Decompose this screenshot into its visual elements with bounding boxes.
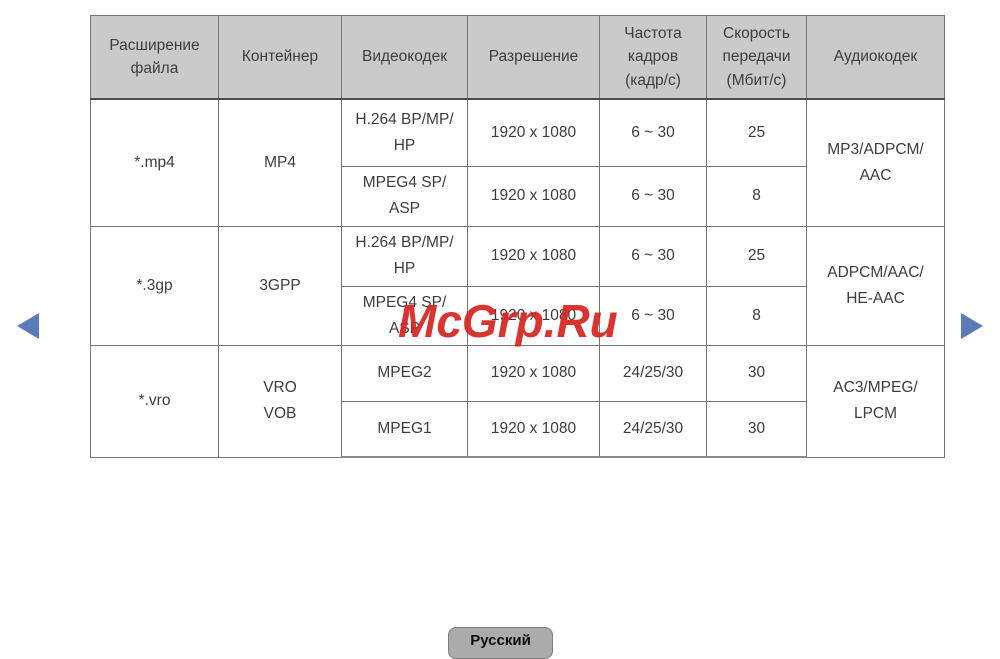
cell-resolution: 1920 x 1080 bbox=[467, 344, 600, 402]
cell-resolution: 1920 x 1080 bbox=[467, 285, 600, 346]
cell-video-codec: MPEG4 SP/ ASP bbox=[341, 285, 468, 346]
cell-audio-codec: ADPCM/AAC/ HE-AAC bbox=[806, 225, 945, 346]
cell-bit-rate: 30 bbox=[706, 344, 807, 402]
right-arrow-icon bbox=[961, 313, 983, 339]
cell-resolution: 1920 x 1080 bbox=[467, 98, 600, 167]
next-page-button[interactable] bbox=[952, 306, 992, 346]
column-header-extension: Расширение файла bbox=[90, 15, 219, 100]
column-header-audio-codec: Аудиокодек bbox=[806, 15, 945, 100]
table-row: *.vro VRO VOB MPEG2 1920 x 1080 24/25/30… bbox=[90, 344, 945, 458]
cell-video-codec: MPEG1 bbox=[341, 400, 468, 458]
cell-extension: *.3gp bbox=[90, 225, 219, 346]
cell-resolution: 1920 x 1080 bbox=[467, 225, 600, 287]
cell-bit-rate: 25 bbox=[706, 98, 807, 167]
column-header-container: Контейнер bbox=[218, 15, 342, 100]
cell-video-codec: MPEG4 SP/ ASP bbox=[341, 165, 468, 227]
cell-bit-rate: 30 bbox=[706, 400, 807, 458]
cell-audio-codec: AC3/MPEG/ LPCM bbox=[806, 344, 945, 458]
cell-frame-rate: 6 ~ 30 bbox=[599, 98, 707, 167]
prev-page-button[interactable] bbox=[8, 306, 48, 346]
table-row: *.3gp 3GPP H.264 BP/MP/ HP 1920 x 1080 6… bbox=[90, 225, 945, 346]
column-header-bit-rate: Скорость передачи (Мбит/с) bbox=[706, 15, 807, 100]
cell-frame-rate: 6 ~ 30 bbox=[599, 285, 707, 346]
cell-video-codec: H.264 BP/MP/ HP bbox=[341, 225, 468, 287]
cell-container: VRO VOB bbox=[218, 344, 342, 458]
cell-video-codec: H.264 BP/MP/ HP bbox=[341, 98, 468, 167]
cell-frame-rate: 6 ~ 30 bbox=[599, 225, 707, 287]
cell-extension: *.vro bbox=[90, 344, 219, 458]
cell-frame-rate: 24/25/30 bbox=[599, 400, 707, 458]
cell-bit-rate: 8 bbox=[706, 285, 807, 346]
header-row: Расширение файла Контейнер Видеокодек Ра… bbox=[90, 15, 945, 100]
left-arrow-icon bbox=[17, 313, 39, 339]
language-button[interactable]: Русский bbox=[448, 627, 553, 659]
table-row: *.mp4 MP4 H.264 BP/MP/ HP 1920 x 1080 6 … bbox=[90, 98, 945, 227]
cell-frame-rate: 6 ~ 30 bbox=[599, 165, 707, 227]
column-header-resolution: Разрешение bbox=[467, 15, 600, 100]
video-format-table: Расширение файла Контейнер Видеокодек Ра… bbox=[90, 15, 945, 458]
cell-extension: *.mp4 bbox=[90, 98, 219, 227]
cell-container: MP4 bbox=[218, 98, 342, 227]
column-header-frame-rate: Частота кадров (кадр/с) bbox=[599, 15, 707, 100]
cell-container: 3GPP bbox=[218, 225, 342, 346]
cell-resolution: 1920 x 1080 bbox=[467, 400, 600, 458]
cell-resolution: 1920 x 1080 bbox=[467, 165, 600, 227]
table-row: MPEG1 1920 x 1080 24/25/30 30 bbox=[91, 400, 945, 458]
cell-bit-rate: 25 bbox=[706, 225, 807, 287]
column-header-video-codec: Видеокодек bbox=[341, 15, 468, 100]
cell-bit-rate: 8 bbox=[706, 165, 807, 227]
cell-audio-codec: MP3/ADPCM/ AAC bbox=[806, 98, 945, 227]
cell-frame-rate: 24/25/30 bbox=[599, 344, 707, 402]
cell-video-codec: MPEG2 bbox=[341, 344, 468, 402]
table-row: MPEG4 SP/ ASP 1920 x 1080 6 ~ 30 8 bbox=[91, 165, 945, 227]
